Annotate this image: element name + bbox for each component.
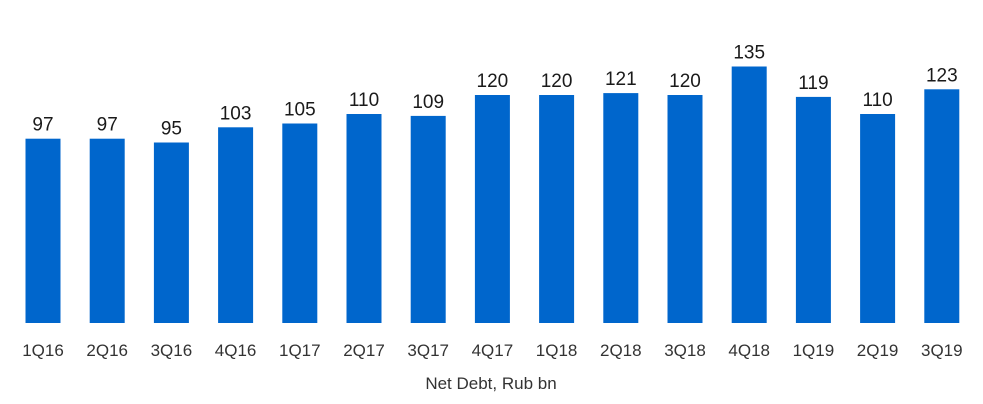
- x-tick-label-2Q18: 2Q18: [600, 341, 642, 360]
- x-tick-label-2Q19: 2Q19: [857, 341, 899, 360]
- x-tick-label-3Q19: 3Q19: [921, 341, 963, 360]
- bars-layer: [25, 66, 960, 324]
- x-tick-label-1Q16: 1Q16: [22, 341, 64, 360]
- bar-1Q17: [282, 123, 318, 323]
- x-tick-labels: 1Q16 2Q16 3Q16 4Q16 1Q17 2Q17 3Q17 4Q17 1Q18 2Q18…: [22, 341, 962, 360]
- bar-1Q19: [795, 96, 831, 324]
- x-tick-label-2Q16: 2Q16: [86, 341, 128, 360]
- value-label-1Q19: 119: [798, 73, 828, 94]
- value-label-4Q17: 120: [477, 71, 509, 92]
- x-axis-title: Net Debt, Rub bn: [425, 374, 556, 393]
- bar-3Q19: [924, 89, 960, 323]
- bar-4Q16: [218, 127, 254, 323]
- value-label-2Q16: 97: [97, 115, 118, 136]
- value-label-3Q16: 95: [161, 119, 182, 140]
- value-label-3Q18: 120: [669, 71, 701, 92]
- value-label-1Q17: 105: [284, 100, 316, 121]
- x-tick-label-3Q17: 3Q17: [407, 341, 449, 360]
- value-label-4Q16: 103: [220, 103, 252, 124]
- bar-3Q16: [153, 142, 189, 323]
- value-label-1Q16: 97: [32, 115, 53, 136]
- x-tick-label-1Q17: 1Q17: [279, 341, 321, 360]
- value-labels-layer: 97 97 95 103 105 110 109 120 120 121 120 135 119 110 1…: [32, 43, 957, 140]
- bar-1Q18: [539, 95, 575, 323]
- value-label-2Q18: 121: [605, 69, 637, 90]
- x-tick-label-2Q17: 2Q17: [343, 341, 385, 360]
- bar-1Q16: [25, 138, 61, 323]
- bar-2Q16: [89, 138, 125, 323]
- x-tick-label-3Q16: 3Q16: [151, 341, 193, 360]
- bar-4Q18: [731, 66, 767, 323]
- x-tick-label-3Q18: 3Q18: [664, 341, 706, 360]
- bar-2Q19: [860, 114, 896, 323]
- value-label-3Q19: 123: [926, 65, 958, 86]
- value-label-2Q19: 110: [862, 90, 892, 111]
- value-label-3Q17: 109: [412, 92, 444, 113]
- bar-2Q18: [603, 93, 639, 323]
- bar-4Q17: [474, 95, 510, 323]
- x-tick-label-4Q16: 4Q16: [215, 341, 257, 360]
- value-label-4Q18: 135: [733, 43, 765, 64]
- bar-3Q18: [667, 95, 703, 323]
- value-label-2Q17: 110: [349, 90, 379, 111]
- x-tick-label-4Q17: 4Q17: [472, 341, 514, 360]
- x-tick-label-1Q19: 1Q19: [793, 341, 835, 360]
- x-tick-label-4Q18: 4Q18: [728, 341, 770, 360]
- x-tick-label-1Q18: 1Q18: [536, 341, 578, 360]
- bar-2Q17: [346, 114, 382, 323]
- bar-3Q17: [410, 115, 446, 324]
- value-label-1Q18: 120: [541, 71, 573, 92]
